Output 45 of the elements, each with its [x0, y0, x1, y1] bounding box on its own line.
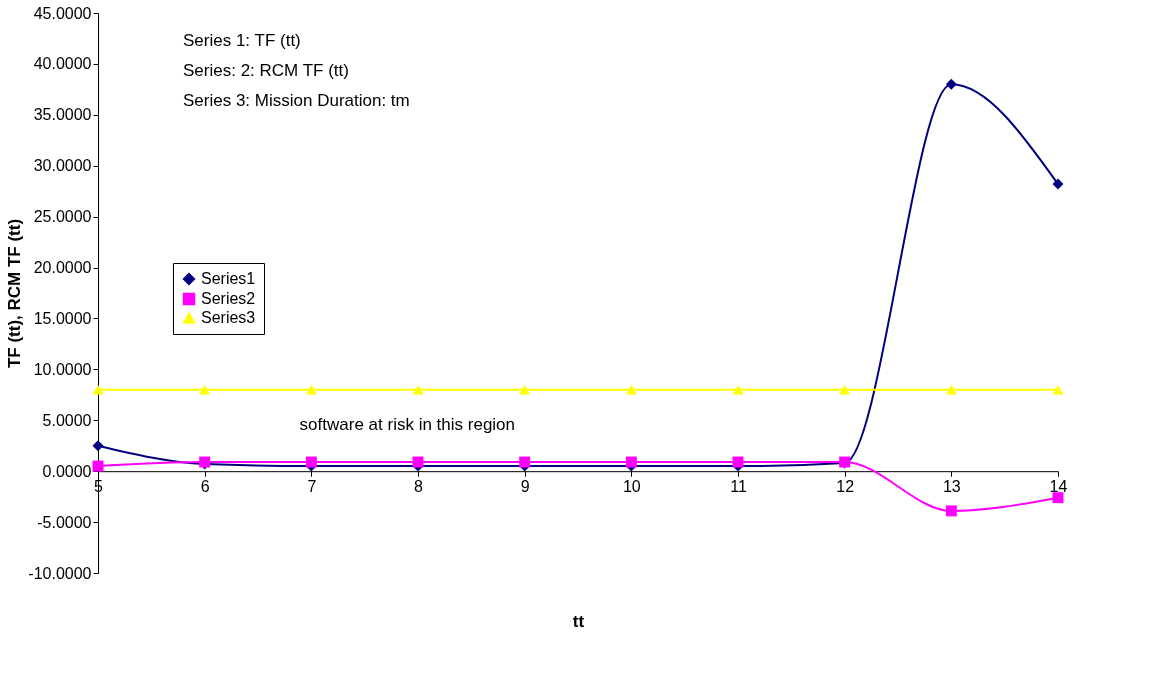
y-axis-title: TF (tt), RCM TF (tt) [5, 218, 25, 369]
annotation: Series 1: TF (tt) [183, 31, 301, 50]
y-tick-label: 40.0000 [33, 55, 92, 73]
y-tick-label: 30.0000 [33, 157, 92, 175]
point [945, 505, 957, 517]
y-tick-label: 45.0000 [33, 4, 92, 22]
y-tick-label: -10.0000 [28, 564, 92, 582]
point [945, 78, 957, 90]
legend-label: Series1 [201, 270, 256, 287]
annotation: software at risk in this region [299, 415, 516, 435]
x-axis-title: tt [572, 611, 585, 631]
y-tick-label: 35.0000 [33, 106, 92, 124]
point [305, 384, 317, 395]
point [305, 456, 317, 468]
x-tick-label: 6 [200, 477, 210, 495]
point [199, 384, 211, 395]
y-tick-label: 0.0000 [42, 462, 92, 480]
point [625, 384, 637, 395]
point [839, 384, 851, 395]
point [1052, 492, 1064, 504]
legend-label: Series2 [201, 290, 256, 307]
y-tick-label: -5.0000 [37, 513, 92, 531]
point [519, 456, 531, 468]
y-tick-label: 20.0000 [33, 259, 92, 277]
x-tick-label: 11 [730, 477, 747, 495]
x-tick-label: 13 [942, 477, 961, 495]
annotation: Series 3: Mission Duration: tm [183, 91, 410, 110]
point [625, 456, 637, 468]
x-tick-label: 7 [307, 477, 317, 495]
point [1052, 178, 1064, 190]
point [92, 440, 104, 452]
y-tick-label: 15.0000 [33, 309, 92, 327]
annotation: Series: 2: RCM TF (tt) [183, 61, 349, 80]
point [519, 384, 531, 395]
y-tick-label: 10.0000 [33, 360, 92, 378]
x-tick-label: 8 [414, 477, 424, 495]
point [945, 384, 957, 395]
x-tick-label: 14 [1049, 477, 1068, 495]
y-tick-label: 5.0000 [42, 411, 92, 429]
x-tick-label: 9 [520, 477, 530, 495]
x-tick-label: 10 [622, 477, 641, 495]
x-tick-label: 12 [836, 477, 855, 495]
point [92, 460, 104, 472]
y-tick-label: 25.0000 [33, 208, 92, 226]
legend-label: Series3 [201, 309, 256, 326]
